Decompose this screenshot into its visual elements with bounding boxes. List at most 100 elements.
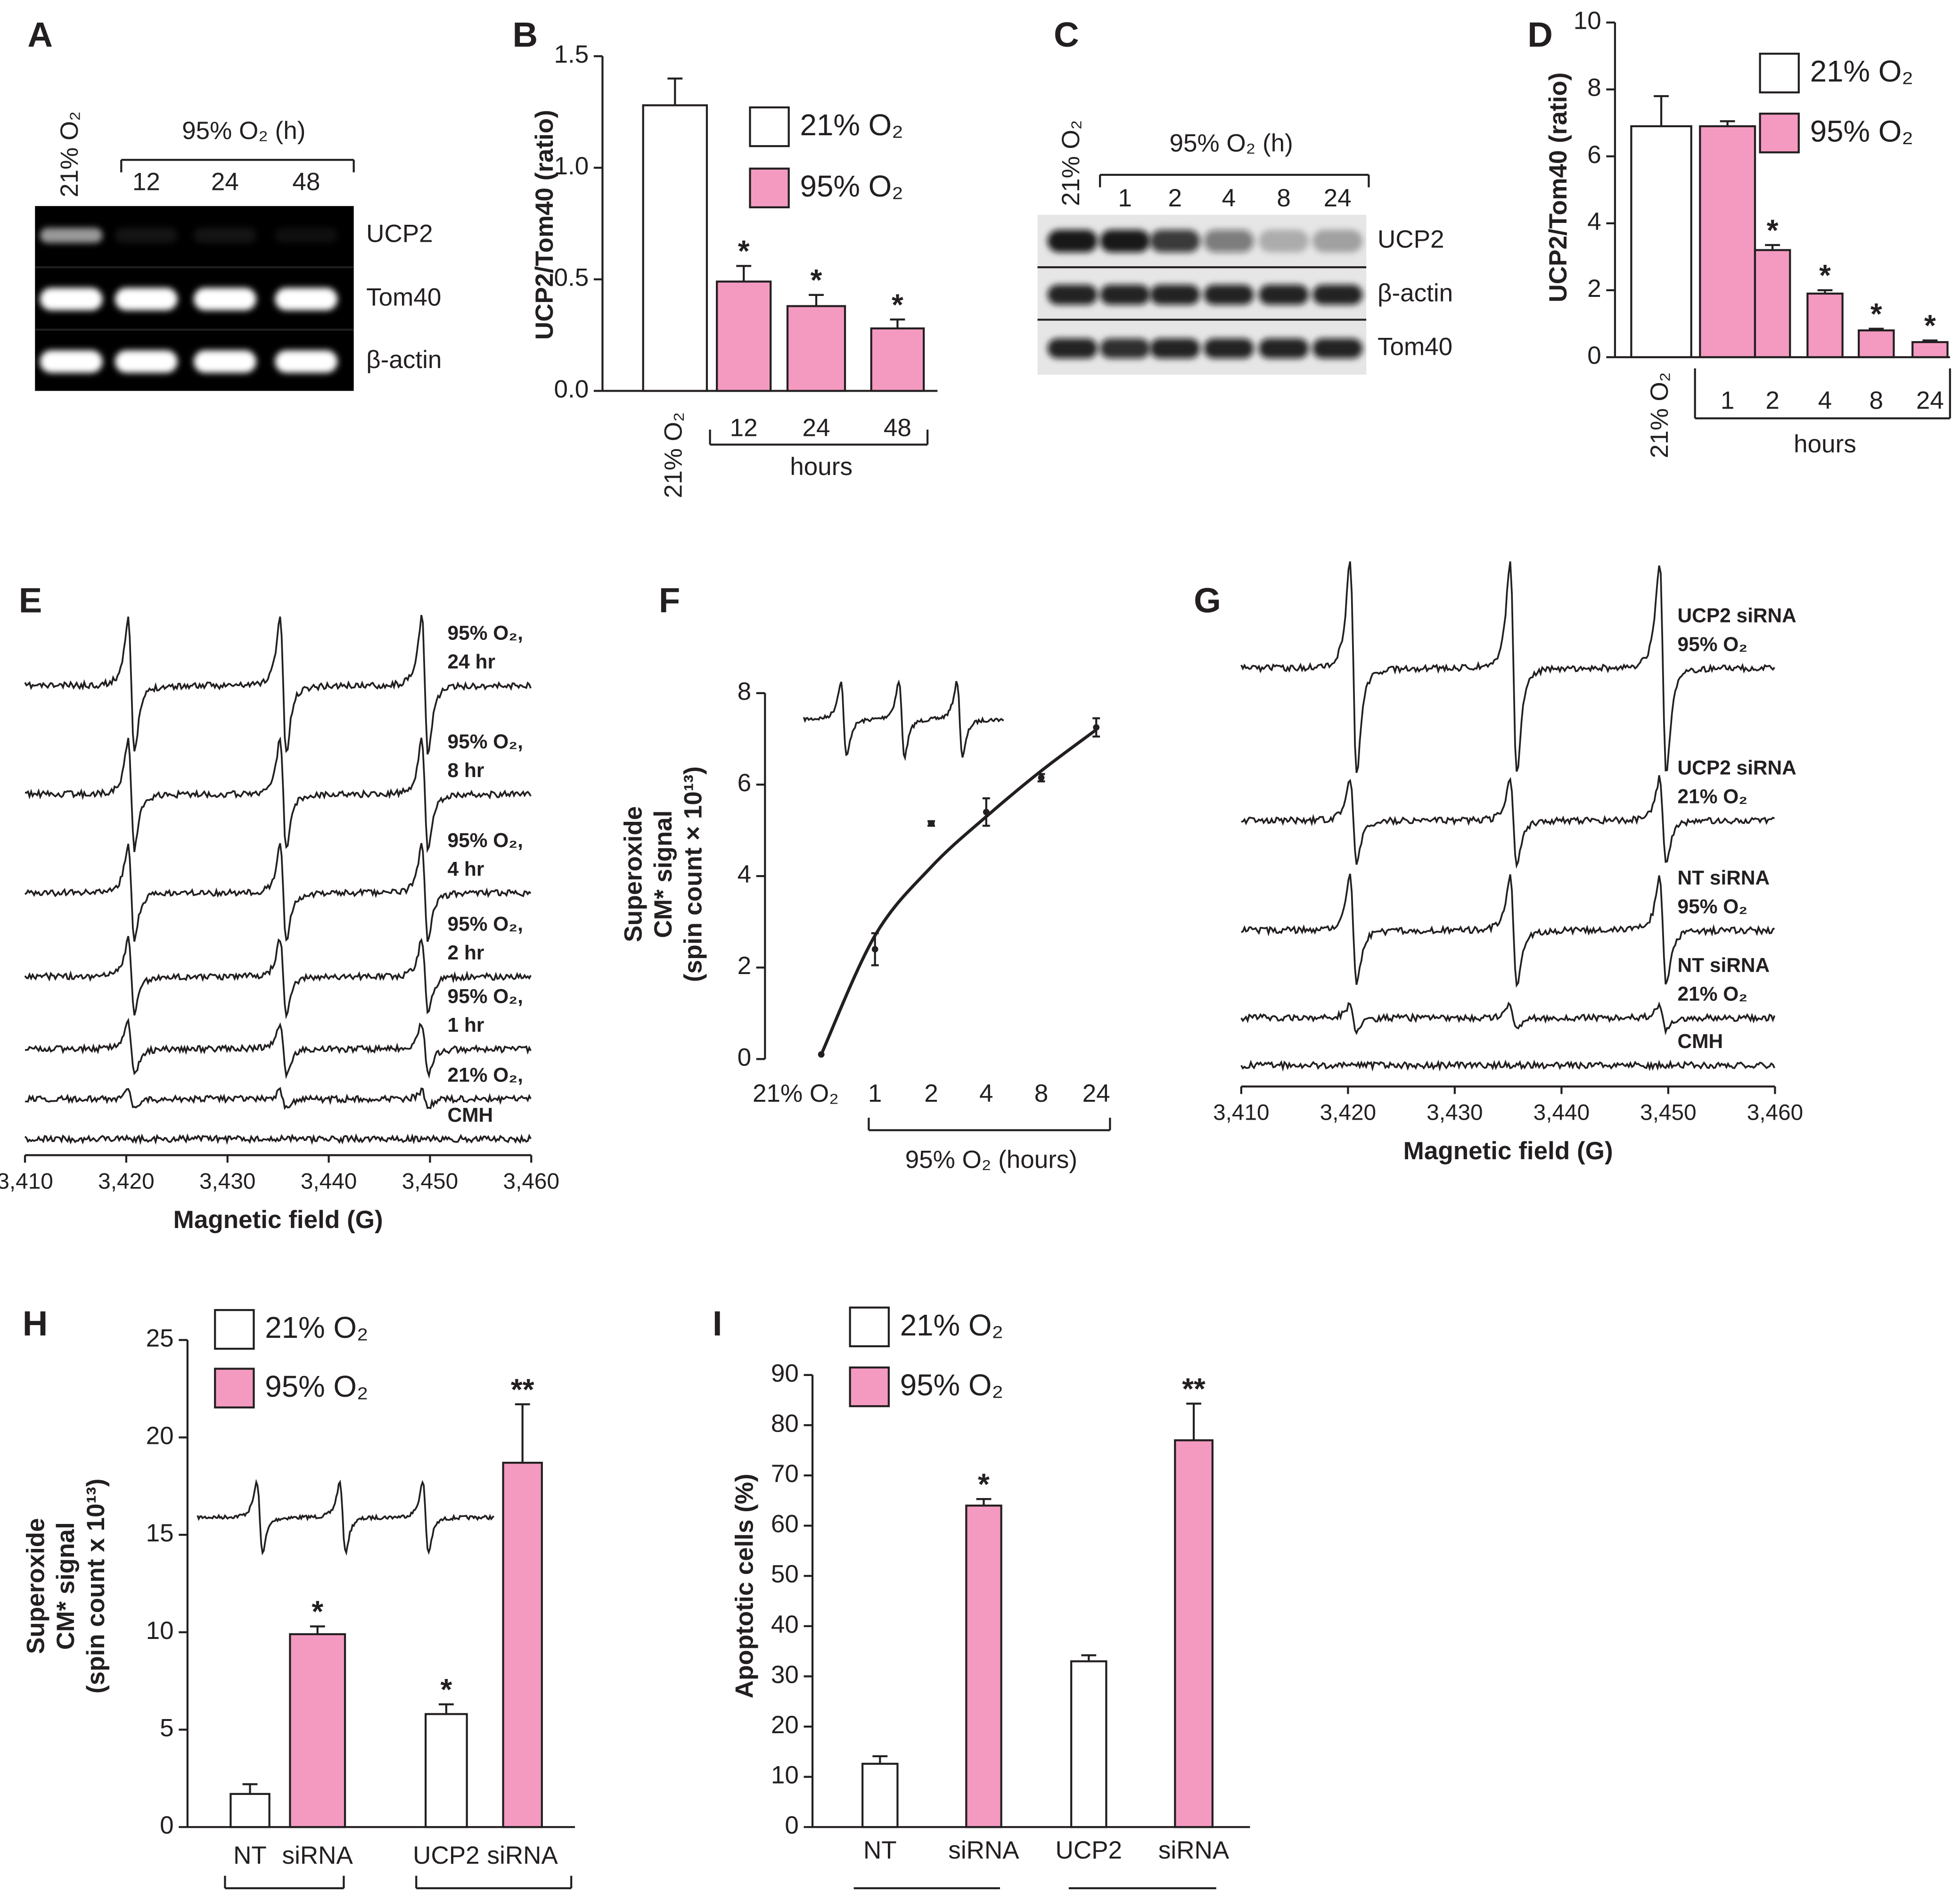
point — [1038, 774, 1045, 781]
y-axis-label: Superoxide — [619, 806, 647, 942]
spectrum-trace — [1240, 561, 1775, 773]
band — [1204, 285, 1254, 305]
significance-mark: * — [811, 263, 822, 297]
trace-label: 4 hr — [448, 858, 484, 880]
band — [194, 287, 256, 311]
band — [194, 350, 256, 373]
band — [194, 228, 256, 243]
y-tick-label: 20 — [146, 1422, 174, 1450]
band — [275, 287, 338, 311]
y-tick-label: 60 — [771, 1510, 799, 1538]
band — [115, 350, 178, 373]
y-axis-label: UCP2/Tom40 (ratio) — [1544, 73, 1572, 303]
trace-label: 21% O₂ — [1678, 983, 1748, 1005]
y-tick-label: 15 — [146, 1519, 174, 1547]
spectrum-trace — [24, 936, 532, 1020]
trace-label: 2 hr — [448, 942, 484, 964]
bar — [1699, 125, 1756, 359]
band — [1100, 338, 1150, 359]
band — [275, 228, 338, 243]
x-tick-label: NT — [233, 1842, 267, 1869]
row-label: Tom40 — [1378, 333, 1452, 360]
row-label: UCP2 — [366, 220, 433, 248]
significance-mark: * — [1924, 309, 1936, 343]
y-tick-label: 1.0 — [554, 152, 589, 180]
x-tick-label: UCP2 — [1056, 1836, 1122, 1864]
x-tick-label: siRNA — [948, 1836, 1019, 1864]
y-tick-label: 90 — [771, 1360, 799, 1387]
x-tick-label: 3,430 — [1427, 1100, 1483, 1125]
y-tick-label: 10 — [771, 1761, 799, 1789]
legend-label: 21% O₂ — [800, 108, 903, 142]
trace-label: CMH — [448, 1104, 493, 1126]
spectrum-trace — [1241, 775, 1775, 869]
trace-label: UCP2 siRNA — [1678, 604, 1796, 626]
point — [1093, 724, 1100, 731]
x-tick-label: 3,420 — [1320, 1100, 1376, 1125]
band — [40, 228, 103, 243]
y-tick-label: 6 — [738, 769, 752, 797]
x-tick-label: 21% O₂ — [659, 412, 687, 499]
legend-swatch — [1759, 113, 1800, 154]
x-tick-label: 24 — [1916, 386, 1944, 414]
trace-label: 95% O₂, — [448, 913, 523, 935]
band — [1312, 229, 1363, 253]
point — [928, 820, 935, 827]
band — [1150, 338, 1200, 359]
x-tick-label: 21% O₂ — [753, 1080, 839, 1107]
significance-mark: ** — [511, 1373, 534, 1406]
band — [1204, 338, 1254, 359]
y-tick-label: 70 — [771, 1460, 799, 1488]
spectrum-trace — [1241, 873, 1775, 988]
bar — [425, 1713, 468, 1828]
band — [1204, 229, 1254, 253]
y-tick-label: 40 — [771, 1611, 799, 1638]
spectrum-inset — [803, 679, 1004, 762]
lane-label: 8 — [1277, 184, 1291, 212]
row-label: UCP2 — [1378, 225, 1444, 253]
panel-label: B — [512, 15, 538, 54]
spectrum-trace — [24, 1133, 532, 1146]
lane-label: 24 — [211, 168, 239, 196]
trace-label: 21% O₂, — [448, 1064, 523, 1086]
trace-label: 24 hr — [448, 650, 495, 672]
spectrum-inset — [197, 1479, 495, 1556]
legend-swatch — [749, 167, 790, 209]
legend-label: 95% O₂ — [1810, 115, 1913, 148]
y-tick-label: 0.5 — [554, 264, 589, 292]
x-tick-label: 12 — [730, 414, 758, 442]
trace-label: 8 hr — [448, 759, 484, 781]
trace-label: 95% O₂, — [448, 622, 523, 644]
y-axis-label: (spin count x 10¹³) — [82, 1479, 110, 1694]
bar — [965, 1504, 1002, 1828]
spectrum-trace — [24, 614, 532, 755]
significance-mark: * — [978, 1467, 990, 1501]
spectrum-trace — [1240, 1001, 1776, 1036]
panel-label: I — [713, 1304, 722, 1343]
trace-label: 95% O₂, — [448, 730, 523, 753]
x-tick-label: 2 — [924, 1080, 938, 1107]
x-tick-label: NT — [863, 1836, 897, 1864]
x-tick-label: 3,460 — [1747, 1100, 1803, 1125]
x-tick-label: 4 — [979, 1080, 993, 1107]
legend-label: 95% O₂ — [800, 170, 903, 203]
y-axis-label: (spin count × 10¹³) — [680, 766, 707, 982]
x-tick-label: siRNA — [282, 1842, 353, 1869]
panel-label: A — [27, 15, 53, 54]
trace-label: 1 hr — [448, 1014, 484, 1036]
y-tick-label: 5 — [160, 1714, 174, 1742]
lane-label: 21% O₂ — [1057, 120, 1085, 206]
bar — [870, 327, 925, 392]
panel-label: C — [1054, 15, 1079, 54]
y-tick-label: 2 — [738, 952, 752, 980]
y-tick-label: 2 — [1587, 275, 1601, 303]
band — [1258, 229, 1309, 253]
group-label: hours — [790, 453, 853, 481]
x-tick-label: 1 — [1721, 386, 1735, 414]
bar — [1858, 329, 1895, 359]
y-axis-label: UCP2/Tom40 (ratio) — [531, 110, 558, 340]
x-tick-label: 3,440 — [1534, 1100, 1590, 1125]
x-tick-label: 1 — [868, 1080, 882, 1107]
legend-swatch — [849, 1366, 890, 1408]
